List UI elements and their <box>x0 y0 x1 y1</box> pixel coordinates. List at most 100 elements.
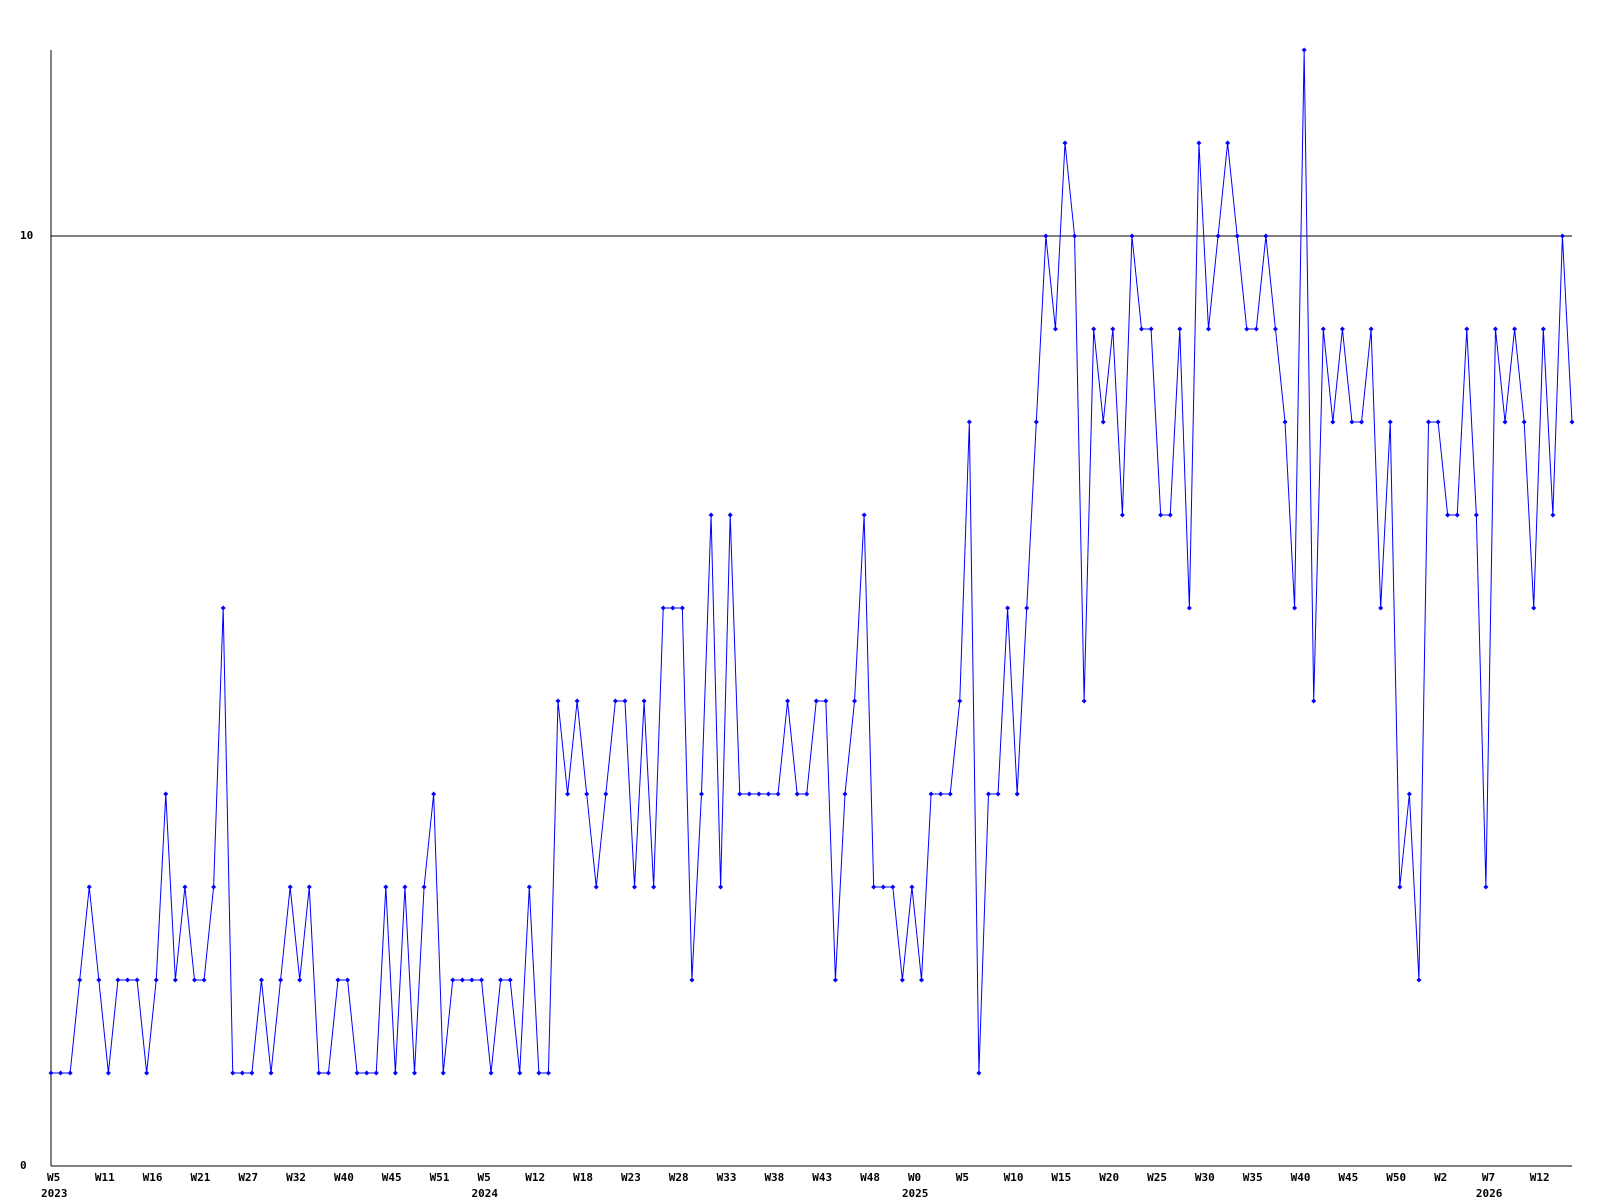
point-marker <box>938 791 944 797</box>
point-marker <box>191 977 197 983</box>
point-marker <box>1062 140 1068 146</box>
x-tick-label: W23 <box>621 1171 641 1184</box>
point-marker <box>698 791 704 797</box>
point-marker <box>957 698 963 704</box>
point-marker <box>1311 698 1317 704</box>
point-marker <box>249 1070 255 1076</box>
point-marker <box>832 977 838 983</box>
point-marker <box>278 977 284 983</box>
point-marker <box>1502 419 1508 425</box>
x-tick-label: W35 <box>1243 1171 1263 1184</box>
point-marker <box>268 1070 274 1076</box>
point-marker <box>737 791 743 797</box>
point-marker <box>220 605 226 611</box>
x-tick-label: W48 <box>860 1171 880 1184</box>
x-tick-label: W10 <box>1004 1171 1024 1184</box>
point-marker <box>976 1070 982 1076</box>
point-marker <box>421 884 427 890</box>
point-marker <box>842 791 848 797</box>
point-marker <box>1186 605 1192 611</box>
x-tick-label: W40 <box>1291 1171 1311 1184</box>
point-marker <box>239 1070 245 1076</box>
year-label: 2026 <box>1476 1187 1503 1200</box>
point-marker <box>651 884 657 890</box>
point-marker <box>1531 605 1537 611</box>
point-marker <box>947 791 953 797</box>
point-marker <box>785 698 791 704</box>
point-marker <box>756 791 762 797</box>
point-marker <box>555 698 561 704</box>
point-marker <box>871 884 877 890</box>
point-marker <box>1158 512 1164 518</box>
point-marker <box>182 884 188 890</box>
point-marker <box>1445 512 1451 518</box>
point-marker <box>1292 605 1298 611</box>
point-marker <box>1483 884 1489 890</box>
point-marker <box>1205 326 1211 332</box>
point-marker <box>1005 605 1011 611</box>
point-marker <box>1072 233 1078 239</box>
point-marker <box>1081 698 1087 704</box>
point-marker <box>1014 791 1020 797</box>
x-tick-label: W21 <box>190 1171 210 1184</box>
x-tick-label: W11 <box>95 1171 115 1184</box>
point-marker <box>746 791 752 797</box>
x-tick-label: W51 <box>430 1171 450 1184</box>
year-label: 2023 <box>41 1187 68 1200</box>
point-marker <box>383 884 389 890</box>
point-marker <box>345 977 351 983</box>
point-marker <box>1052 326 1058 332</box>
x-tick-label: W45 <box>1338 1171 1358 1184</box>
point-marker <box>115 977 121 983</box>
point-marker <box>201 977 207 983</box>
point-marker <box>1550 512 1556 518</box>
x-tick-label: W45 <box>382 1171 402 1184</box>
point-marker <box>1263 233 1269 239</box>
x-tick-label: W43 <box>812 1171 832 1184</box>
point-marker <box>909 884 915 890</box>
point-marker <box>1225 140 1231 146</box>
point-marker <box>1320 326 1326 332</box>
point-marker <box>478 977 484 983</box>
point-marker <box>1215 233 1221 239</box>
x-tick-label: W7 <box>1482 1171 1495 1184</box>
point-marker <box>1282 419 1288 425</box>
x-tick-label: W27 <box>238 1171 258 1184</box>
point-marker <box>316 1070 322 1076</box>
x-tick-label: W12 <box>1530 1171 1550 1184</box>
x-tick-label: W5 <box>477 1171 490 1184</box>
point-marker <box>306 884 312 890</box>
x-tick-label: W2 <box>1434 1171 1447 1184</box>
point-marker <box>1378 605 1384 611</box>
point-marker <box>1454 512 1460 518</box>
point-marker <box>632 884 638 890</box>
point-marker <box>1416 977 1422 983</box>
point-marker <box>392 1070 398 1076</box>
point-marker <box>1033 419 1039 425</box>
point-marker <box>172 977 178 983</box>
point-marker <box>574 698 580 704</box>
x-tick-label: W32 <box>286 1171 306 1184</box>
point-marker <box>507 977 513 983</box>
point-marker <box>48 1070 54 1076</box>
point-marker <box>297 977 303 983</box>
point-marker <box>852 698 858 704</box>
point-marker <box>660 605 666 611</box>
point-marker <box>1473 512 1479 518</box>
point-marker <box>1148 326 1154 332</box>
point-marker <box>622 698 628 704</box>
year-label: 2024 <box>471 1187 498 1200</box>
point-marker <box>718 884 724 890</box>
point-marker <box>1024 605 1030 611</box>
point-marker <box>1196 140 1202 146</box>
point-marker <box>1368 326 1374 332</box>
x-tick-label: W28 <box>669 1171 689 1184</box>
point-marker <box>1110 326 1116 332</box>
point-marker <box>899 977 905 983</box>
point-marker <box>985 791 991 797</box>
point-marker <box>77 977 83 983</box>
x-tick-label: W50 <box>1386 1171 1406 1184</box>
point-marker <box>1091 326 1097 332</box>
y-tick-label: 10 <box>20 229 33 242</box>
